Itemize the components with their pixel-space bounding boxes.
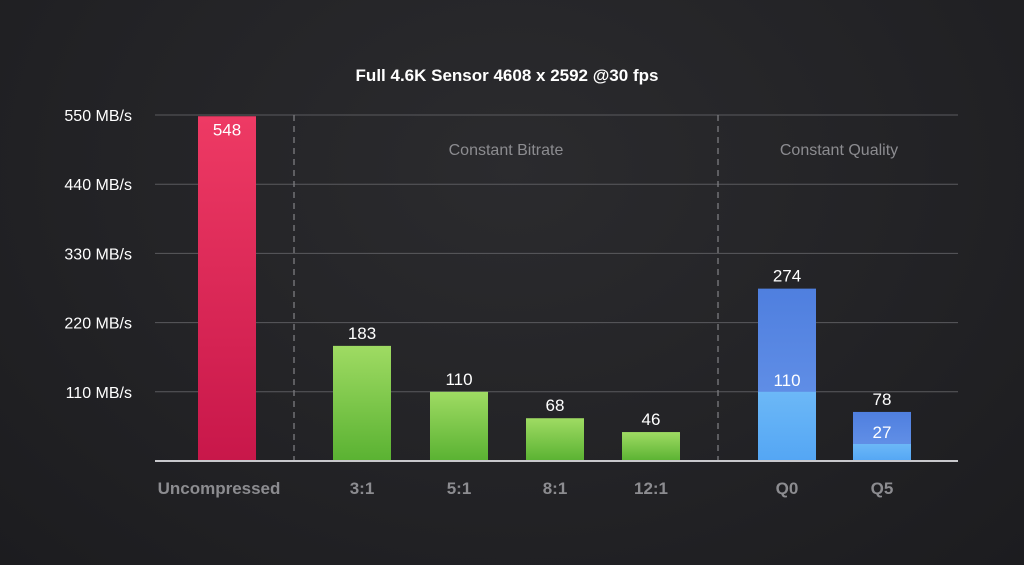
y-axis-ticks: 110 MB/s 220 MB/s 330 MB/s 440 MB/s 550 MB/s <box>64 108 132 402</box>
inner-data-label: 110 <box>773 371 800 390</box>
section-label: Constant Quality <box>780 142 898 159</box>
data-label: 78 <box>873 390 892 409</box>
x-tick-label: Uncompressed <box>158 479 281 498</box>
y-tick-label: 220 MB/s <box>64 316 132 333</box>
x-tick-label: 12:1 <box>634 479 668 498</box>
y-tick-label: 550 MB/s <box>64 108 132 125</box>
bar <box>430 391 488 461</box>
x-tick-label: Q5 <box>871 479 894 498</box>
bar <box>526 418 584 461</box>
section-label: Constant Bitrate <box>449 142 564 159</box>
data-label: 183 <box>348 324 376 343</box>
x-tick-label: Q0 <box>776 479 799 498</box>
x-tick-label: 8:1 <box>543 479 568 498</box>
data-label: 548 <box>213 120 241 139</box>
bar <box>198 116 256 461</box>
y-tick-label: 440 MB/s <box>64 177 132 194</box>
data-label: 274 <box>773 267 801 286</box>
bar <box>333 345 391 461</box>
inner-bar <box>758 391 816 461</box>
x-tick-label: 5:1 <box>447 479 472 498</box>
x-axis-ticks: Uncompressed 3:1 5:1 8:1 12:1 Q0 Q5 <box>158 479 894 498</box>
inner-bar <box>853 444 911 461</box>
y-tick-label: 110 MB/s <box>66 385 132 402</box>
x-tick-label: 3:1 <box>350 479 375 498</box>
y-tick-label: 330 MB/s <box>64 246 132 263</box>
gridlines <box>155 114 958 393</box>
section-dividers <box>293 115 719 461</box>
bars: 548 183 110 68 46 110 274 27 78 <box>198 116 911 461</box>
section-labels: Constant Bitrate Constant Quality <box>449 142 899 159</box>
chart-title: Full 4.6K Sensor 4608 x 2592 @30 fps <box>356 66 659 85</box>
data-label: 110 <box>445 370 472 389</box>
data-label: 46 <box>642 410 661 429</box>
data-label: 68 <box>546 396 565 415</box>
inner-data-label: 27 <box>873 423 892 442</box>
bar <box>622 432 680 461</box>
